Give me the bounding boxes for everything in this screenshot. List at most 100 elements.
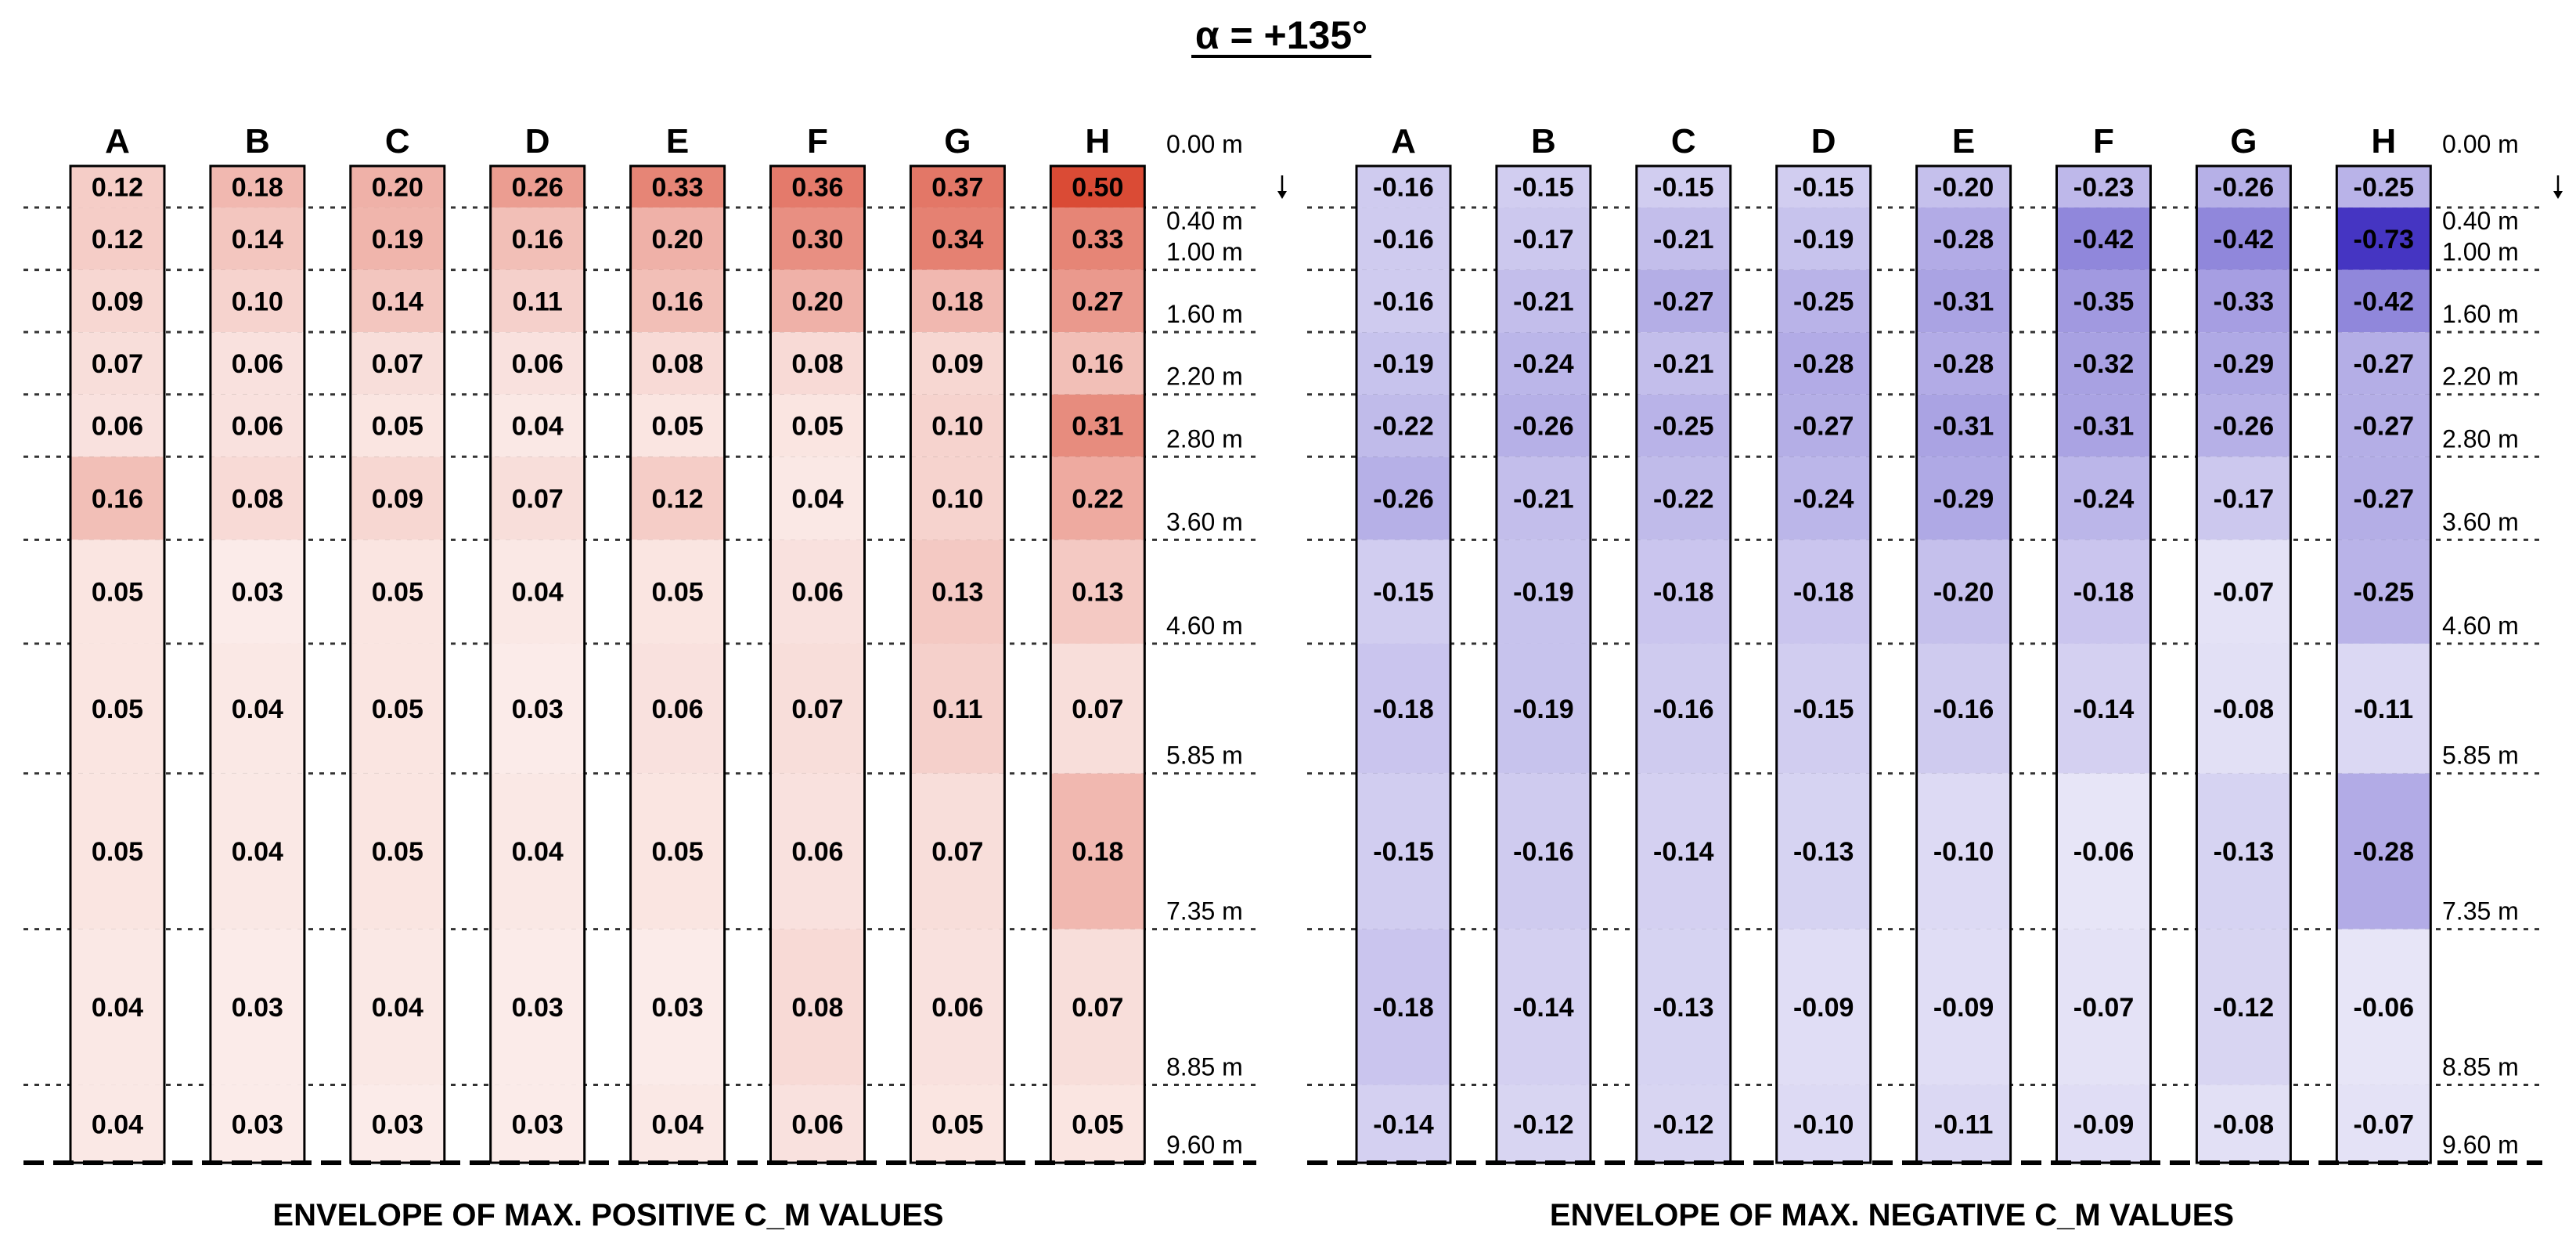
heat-cell: [2336, 643, 2431, 774]
cell-value: -0.28: [2354, 837, 2415, 867]
heat-cell: [490, 394, 585, 457]
cell-value: 0.05: [92, 695, 143, 724]
heat-cell: [210, 540, 304, 644]
arrow-down-icon: [2553, 191, 2563, 199]
heat-cell: [1050, 1084, 1145, 1163]
heat-cell: [1496, 208, 1591, 270]
cell-value: -0.19: [1793, 225, 1854, 254]
height-label: 2.20 m: [1166, 363, 1243, 391]
cell-value: 0.06: [232, 349, 283, 379]
heat-cell: [350, 929, 445, 1085]
height-label: 0.00 m: [2442, 130, 2519, 158]
cell-value: 0.04: [92, 1110, 143, 1139]
heat-cell: [630, 332, 725, 395]
column-outline: [209, 164, 306, 1164]
heat-cell: [1636, 643, 1731, 774]
cell-value: 0.08: [791, 349, 843, 379]
cell-value: -0.09: [1933, 993, 1994, 1023]
cell-value: 0.03: [232, 1110, 283, 1139]
cell-value: -0.12: [1653, 1110, 1714, 1139]
heat-cell: [490, 208, 585, 270]
height-label: 9.60 m: [1166, 1131, 1243, 1159]
cell-value: -0.25: [1653, 412, 1714, 442]
cell-value: -0.16: [1513, 837, 1574, 867]
heat-cell: [1496, 269, 1591, 333]
heat-cell: [2056, 456, 2151, 540]
column-outline: [769, 164, 866, 1164]
heat-cell: [1496, 456, 1591, 540]
cell-value: -0.25: [2354, 578, 2415, 608]
cell-value: 0.14: [372, 287, 423, 316]
cell-value: -0.20: [1933, 173, 1994, 203]
cell-value: -0.14: [1373, 1110, 1434, 1139]
heat-cell: [1496, 166, 1591, 208]
heat-cell: [210, 773, 304, 929]
heat-cell: [70, 394, 164, 457]
heat-cell: [2056, 332, 2151, 395]
cell-value: 0.34: [931, 225, 983, 254]
cell-value: -0.08: [2214, 1110, 2275, 1139]
cell-value: -0.27: [2354, 412, 2415, 442]
cell-value: 0.16: [92, 484, 143, 514]
heat-cell: [210, 456, 304, 540]
panel-title: ENVELOPE OF MAX. NEGATIVE C_M VALUES: [1550, 1198, 2234, 1232]
cell-value: 0.03: [372, 1110, 423, 1139]
cell-value: 0.05: [372, 695, 423, 724]
heat-cell: [770, 456, 865, 540]
cell-value: 0.09: [931, 349, 983, 379]
cell-value: 0.06: [791, 837, 843, 867]
column-header-E: E: [1952, 122, 1975, 161]
heat-cell: [2196, 929, 2291, 1085]
cell-value: 0.12: [92, 225, 143, 254]
cell-value: -0.31: [1933, 287, 1994, 316]
cell-value: -0.13: [1793, 837, 1854, 867]
cell-value: -0.28: [1933, 225, 1994, 254]
cell-value: -0.11: [2354, 695, 2413, 724]
cell-value: 0.07: [512, 484, 564, 514]
heat-cell: [1356, 269, 1450, 333]
heat-cell: [350, 269, 445, 333]
cell-value: 0.07: [372, 349, 423, 379]
cell-value: -0.16: [1373, 287, 1434, 316]
cell-value: 0.04: [232, 837, 283, 867]
cell-value: -0.23: [2073, 173, 2135, 203]
heat-cell: [2196, 394, 2291, 457]
cell-value: 0.04: [791, 484, 843, 514]
heat-cell: [910, 269, 1005, 333]
heat-cell: [1636, 394, 1731, 457]
height-label: 8.85 m: [2442, 1053, 2519, 1081]
column-outline: [1495, 164, 1592, 1164]
cell-value: -0.19: [1513, 578, 1574, 608]
heat-cell: [490, 166, 585, 208]
column-header-B: B: [1531, 122, 1556, 161]
cell-value: -0.26: [1373, 484, 1434, 514]
heat-cell: [2336, 208, 2431, 270]
cell-value: 0.07: [1072, 695, 1123, 724]
column-header-H: H: [1085, 122, 1110, 161]
cell-value: 0.18: [931, 287, 983, 316]
heat-cell: [1916, 332, 2011, 395]
cell-value: 0.20: [652, 225, 704, 254]
cell-value: -0.13: [2214, 837, 2275, 867]
cell-value: -0.18: [2073, 578, 2135, 608]
column-header-G: G: [2230, 122, 2257, 161]
cell-value: -0.19: [1513, 695, 1574, 724]
cell-value: 0.03: [512, 695, 564, 724]
cell-value: -0.32: [2073, 349, 2135, 379]
heat-cell: [1636, 456, 1731, 540]
heat-cell: [1050, 394, 1145, 457]
heat-cell: [1356, 208, 1450, 270]
height-label: 5.85 m: [1166, 742, 1243, 770]
heat-cell: [910, 1084, 1005, 1163]
cell-value: -0.15: [1793, 173, 1854, 203]
cell-value: 0.05: [372, 837, 423, 867]
heat-cell: [1496, 643, 1591, 774]
cell-value: 0.07: [92, 349, 143, 379]
heat-cell: [630, 773, 725, 929]
panel-title: ENVELOPE OF MAX. POSITIVE C_M VALUES: [272, 1198, 943, 1232]
cell-value: -0.18: [1653, 578, 1714, 608]
cell-value: 0.05: [372, 412, 423, 442]
heat-cell: [210, 929, 304, 1085]
cell-value: -0.28: [1933, 349, 1994, 379]
